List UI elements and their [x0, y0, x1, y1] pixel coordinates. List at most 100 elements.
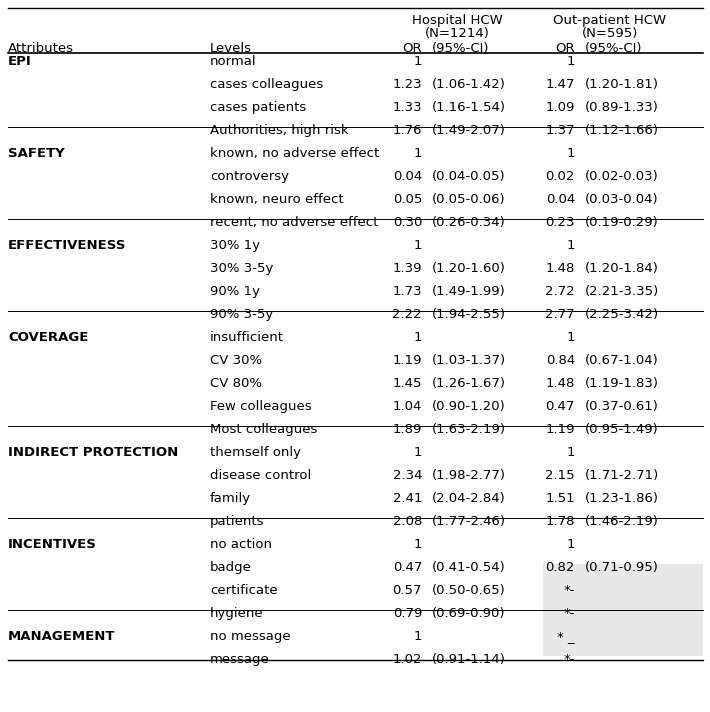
Text: 1.33: 1.33 [393, 101, 422, 114]
Text: EPI: EPI [8, 55, 32, 68]
Text: (0.37-0.61): (0.37-0.61) [585, 400, 659, 413]
Text: cases patients: cases patients [210, 101, 306, 114]
Text: *-: *- [564, 584, 575, 597]
Text: Out-patient HCW: Out-patient HCW [553, 14, 667, 27]
Text: *-: *- [564, 607, 575, 620]
Text: certificate: certificate [210, 584, 278, 597]
Text: INDIRECT PROTECTION: INDIRECT PROTECTION [8, 446, 178, 459]
Text: 1.39: 1.39 [393, 262, 422, 275]
Text: family: family [210, 492, 251, 505]
Text: 1.48: 1.48 [545, 377, 575, 390]
Text: known, no adverse effect: known, no adverse effect [210, 147, 379, 160]
Text: 2.15: 2.15 [545, 469, 575, 482]
Text: (1.12-1.66): (1.12-1.66) [585, 124, 659, 137]
Text: 0.04: 0.04 [546, 193, 575, 206]
Text: 2.22: 2.22 [393, 308, 422, 321]
Text: OR: OR [555, 42, 575, 55]
Text: 1.45: 1.45 [393, 377, 422, 390]
Text: 1: 1 [413, 630, 422, 643]
Text: (1.20-1.81): (1.20-1.81) [585, 78, 659, 91]
Text: 2.72: 2.72 [545, 285, 575, 298]
Bar [543, 634, 703, 656]
Text: (0.26-0.34): (0.26-0.34) [432, 216, 506, 229]
Text: (1.26-1.67): (1.26-1.67) [432, 377, 506, 390]
Text: * _: * _ [557, 630, 575, 643]
Text: 1.09: 1.09 [545, 101, 575, 114]
Text: OR: OR [403, 42, 422, 55]
Text: INCENTIVES: INCENTIVES [8, 538, 97, 551]
Text: 2.41: 2.41 [393, 492, 422, 505]
Text: 1: 1 [413, 147, 422, 160]
Text: (1.16-1.54): (1.16-1.54) [432, 101, 506, 114]
Text: 0.05: 0.05 [393, 193, 422, 206]
Text: 0.30: 0.30 [393, 216, 422, 229]
Text: 1.19: 1.19 [545, 423, 575, 436]
Text: known, neuro effect: known, neuro effect [210, 193, 344, 206]
Text: EFFECTIVENESS: EFFECTIVENESS [8, 239, 126, 252]
Text: 0.79: 0.79 [393, 607, 422, 620]
Text: (1.03-1.37): (1.03-1.37) [432, 354, 506, 367]
Text: (N=595): (N=595) [581, 27, 638, 40]
Text: CV 80%: CV 80% [210, 377, 262, 390]
Text: patients: patients [210, 515, 265, 528]
Text: message: message [210, 653, 270, 666]
Text: 90% 3-5y: 90% 3-5y [210, 308, 273, 321]
Text: MANAGEMENT: MANAGEMENT [8, 630, 116, 643]
Text: (N=1214): (N=1214) [425, 27, 489, 40]
Text: *-: *- [564, 653, 575, 666]
Text: COVERAGE: COVERAGE [8, 331, 88, 344]
Text: 30% 1y: 30% 1y [210, 239, 260, 252]
Text: 0.23: 0.23 [545, 216, 575, 229]
Text: (1.06-1.42): (1.06-1.42) [432, 78, 506, 91]
Text: (0.02-0.03): (0.02-0.03) [585, 170, 659, 183]
Text: Hospital HCW: Hospital HCW [412, 14, 503, 27]
Text: CV 30%: CV 30% [210, 354, 262, 367]
Text: (1.23-1.86): (1.23-1.86) [585, 492, 659, 505]
Text: cases colleagues: cases colleagues [210, 78, 323, 91]
Text: 1: 1 [413, 446, 422, 459]
Text: 1.51: 1.51 [545, 492, 575, 505]
Text: (0.41-0.54): (0.41-0.54) [432, 561, 506, 574]
Text: Few colleagues: Few colleagues [210, 400, 312, 413]
Text: no message: no message [210, 630, 290, 643]
Text: badge: badge [210, 561, 252, 574]
Text: (2.21-3.35): (2.21-3.35) [585, 285, 660, 298]
Text: 1.76: 1.76 [393, 124, 422, 137]
Text: 0.02: 0.02 [545, 170, 575, 183]
Text: disease control: disease control [210, 469, 311, 482]
Text: (1.19-1.83): (1.19-1.83) [585, 377, 659, 390]
Text: (0.71-0.95): (0.71-0.95) [585, 561, 659, 574]
Text: 1: 1 [413, 239, 422, 252]
Text: 0.82: 0.82 [545, 561, 575, 574]
Text: no action: no action [210, 538, 272, 551]
Text: 1: 1 [567, 331, 575, 344]
Text: (1.77-2.46): (1.77-2.46) [432, 515, 506, 528]
Text: 0.47: 0.47 [545, 400, 575, 413]
Text: (1.94-2.55): (1.94-2.55) [432, 308, 506, 321]
Text: 2.77: 2.77 [545, 308, 575, 321]
Text: 1.48: 1.48 [545, 262, 575, 275]
Text: (95%-CI): (95%-CI) [432, 42, 489, 55]
Text: (0.50-0.65): (0.50-0.65) [432, 584, 506, 597]
Text: Authorities, high risk: Authorities, high risk [210, 124, 349, 137]
Text: (2.25-3.42): (2.25-3.42) [585, 308, 659, 321]
Text: 1.89: 1.89 [393, 423, 422, 436]
Text: Attributes: Attributes [8, 42, 74, 55]
Text: (1.49-2.07): (1.49-2.07) [432, 124, 506, 137]
Text: controversy: controversy [210, 170, 289, 183]
Text: 1: 1 [567, 538, 575, 551]
Text: (0.69-0.90): (0.69-0.90) [432, 607, 506, 620]
Text: (1.71-2.71): (1.71-2.71) [585, 469, 660, 482]
Text: 1.78: 1.78 [545, 515, 575, 528]
Text: 1.19: 1.19 [393, 354, 422, 367]
Text: 1: 1 [413, 538, 422, 551]
Text: 2.34: 2.34 [393, 469, 422, 482]
Text: (0.95-1.49): (0.95-1.49) [585, 423, 659, 436]
Text: 1.04: 1.04 [393, 400, 422, 413]
Text: 0.84: 0.84 [546, 354, 575, 367]
Text: 1.73: 1.73 [393, 285, 422, 298]
Text: (1.98-2.77): (1.98-2.77) [432, 469, 506, 482]
Text: 1: 1 [567, 147, 575, 160]
Text: SAFETY: SAFETY [8, 147, 65, 160]
Text: recent, no adverse effect: recent, no adverse effect [210, 216, 378, 229]
